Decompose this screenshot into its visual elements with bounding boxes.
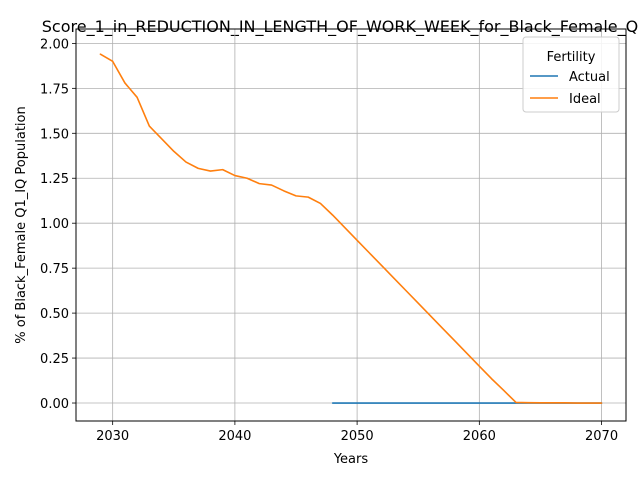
y-axis-label: % of Black_Female Q1_IQ Population [14,106,29,343]
y-tick-label: 1.50 [40,127,69,142]
y-tick-label: 0.25 [40,352,69,367]
legend-label-ideal: Ideal [569,92,601,107]
x-tick-label: 2030 [96,429,129,444]
y-tick-label: 0.75 [40,262,69,277]
x-tick-label: 2050 [341,429,374,444]
chart-title: Score_1_in_REDUCTION_IN_LENGTH_OF_WORK_W… [42,17,638,37]
x-tick-label: 2060 [463,429,496,444]
y-tick-label: 1.75 [40,82,69,97]
x-tick-label: 2070 [585,429,618,444]
y-tick-label: 0.00 [40,397,69,412]
legend: Fertility Actual Ideal [523,37,619,112]
x-tick-label: 2040 [218,429,251,444]
legend-title: Fertility [547,50,596,65]
y-tick-label: 1.25 [40,172,69,187]
legend-label-actual: Actual [569,70,610,85]
y-tick-label: 0.50 [40,307,69,322]
y-tick-label: 1.00 [40,217,69,232]
y-tick-label: 2.00 [40,37,69,52]
x-axis-label: Years [333,452,369,467]
